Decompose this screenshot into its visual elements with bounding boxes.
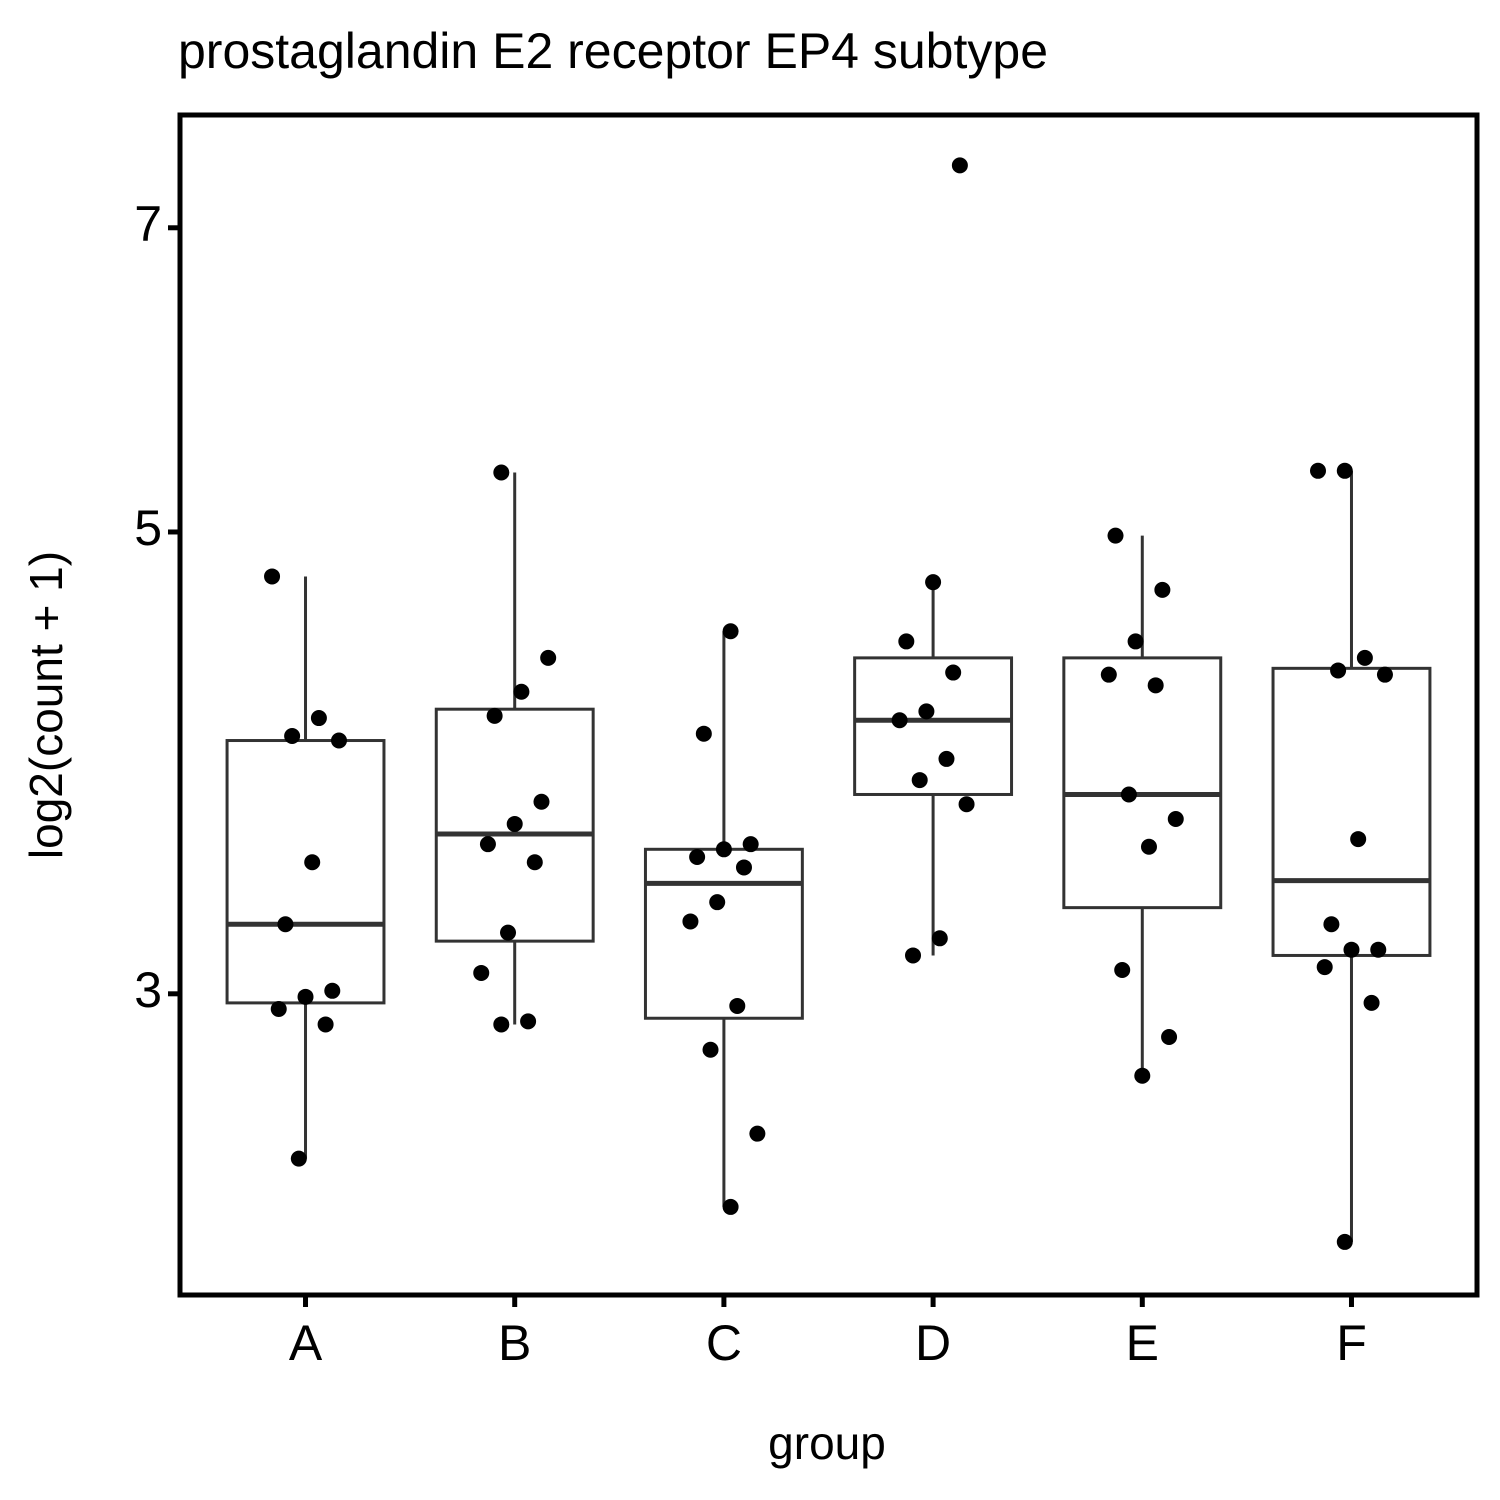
box [1271, 666, 1432, 957]
point [735, 859, 752, 876]
point [905, 947, 922, 964]
x-tick-label: E [1126, 1315, 1159, 1371]
box [225, 739, 386, 1005]
point [925, 574, 942, 591]
point [1127, 633, 1144, 650]
point [277, 916, 294, 933]
y-tick-label: 7 [134, 196, 162, 252]
point [1323, 916, 1340, 933]
point [682, 913, 699, 930]
x-tick-label: C [706, 1315, 742, 1371]
point [1336, 1233, 1353, 1250]
point [1310, 462, 1327, 479]
box [643, 847, 804, 1020]
x-tick-label: A [289, 1315, 323, 1371]
point [1107, 527, 1124, 544]
point [520, 1013, 537, 1030]
point [1343, 941, 1360, 958]
point [1316, 959, 1333, 976]
point [1120, 786, 1137, 803]
point [918, 703, 935, 720]
point [749, 1125, 766, 1142]
point [689, 849, 706, 866]
point [500, 924, 517, 941]
point [304, 854, 321, 871]
point [931, 930, 948, 947]
box [853, 656, 1014, 796]
point [1167, 810, 1184, 827]
point [1100, 666, 1117, 683]
point [951, 157, 968, 174]
y-tick-label: 5 [134, 500, 162, 556]
x-tick-label: B [498, 1315, 531, 1371]
point [284, 727, 301, 744]
y-tick-label: 3 [134, 962, 162, 1018]
x-axis-title: group [768, 1417, 886, 1469]
point [1134, 1067, 1151, 1084]
point [324, 982, 341, 999]
point [911, 772, 928, 789]
point [1363, 994, 1380, 1011]
plot-frame [177, 112, 1480, 1298]
point [1350, 831, 1367, 848]
point [493, 1016, 510, 1033]
x-tick-label: F [1336, 1315, 1367, 1371]
point [709, 894, 726, 911]
x-tick-label: D [915, 1315, 951, 1371]
point [506, 815, 523, 832]
point [1376, 666, 1393, 683]
point [891, 712, 908, 729]
point [729, 997, 746, 1014]
y-axis-title: log2(count + 1) [20, 551, 72, 859]
point [945, 664, 962, 681]
box [1062, 656, 1223, 910]
point [1147, 677, 1164, 694]
point [742, 836, 759, 853]
point [297, 988, 314, 1005]
point [958, 796, 975, 813]
point [310, 710, 327, 727]
point [938, 750, 955, 767]
point [533, 793, 550, 810]
point [722, 623, 739, 640]
point [1140, 838, 1157, 855]
point [1336, 462, 1353, 479]
point [513, 683, 530, 700]
point [1114, 962, 1131, 979]
point [715, 841, 732, 858]
point [1154, 581, 1171, 598]
point [330, 732, 347, 749]
point [1370, 941, 1387, 958]
point [540, 649, 557, 666]
point [317, 1016, 334, 1033]
point [1356, 649, 1373, 666]
point [479, 836, 496, 853]
chart-title: prostaglandin E2 receptor EP4 subtype [178, 23, 1048, 79]
point [702, 1041, 719, 1058]
point [1330, 662, 1347, 679]
point [493, 464, 510, 481]
point [1161, 1029, 1178, 1046]
point [695, 725, 712, 742]
point [264, 568, 281, 585]
point [290, 1150, 307, 1167]
point [270, 1001, 287, 1018]
point [486, 707, 503, 724]
point [526, 854, 543, 871]
point [722, 1198, 739, 1215]
point [898, 633, 915, 650]
point [473, 964, 490, 981]
